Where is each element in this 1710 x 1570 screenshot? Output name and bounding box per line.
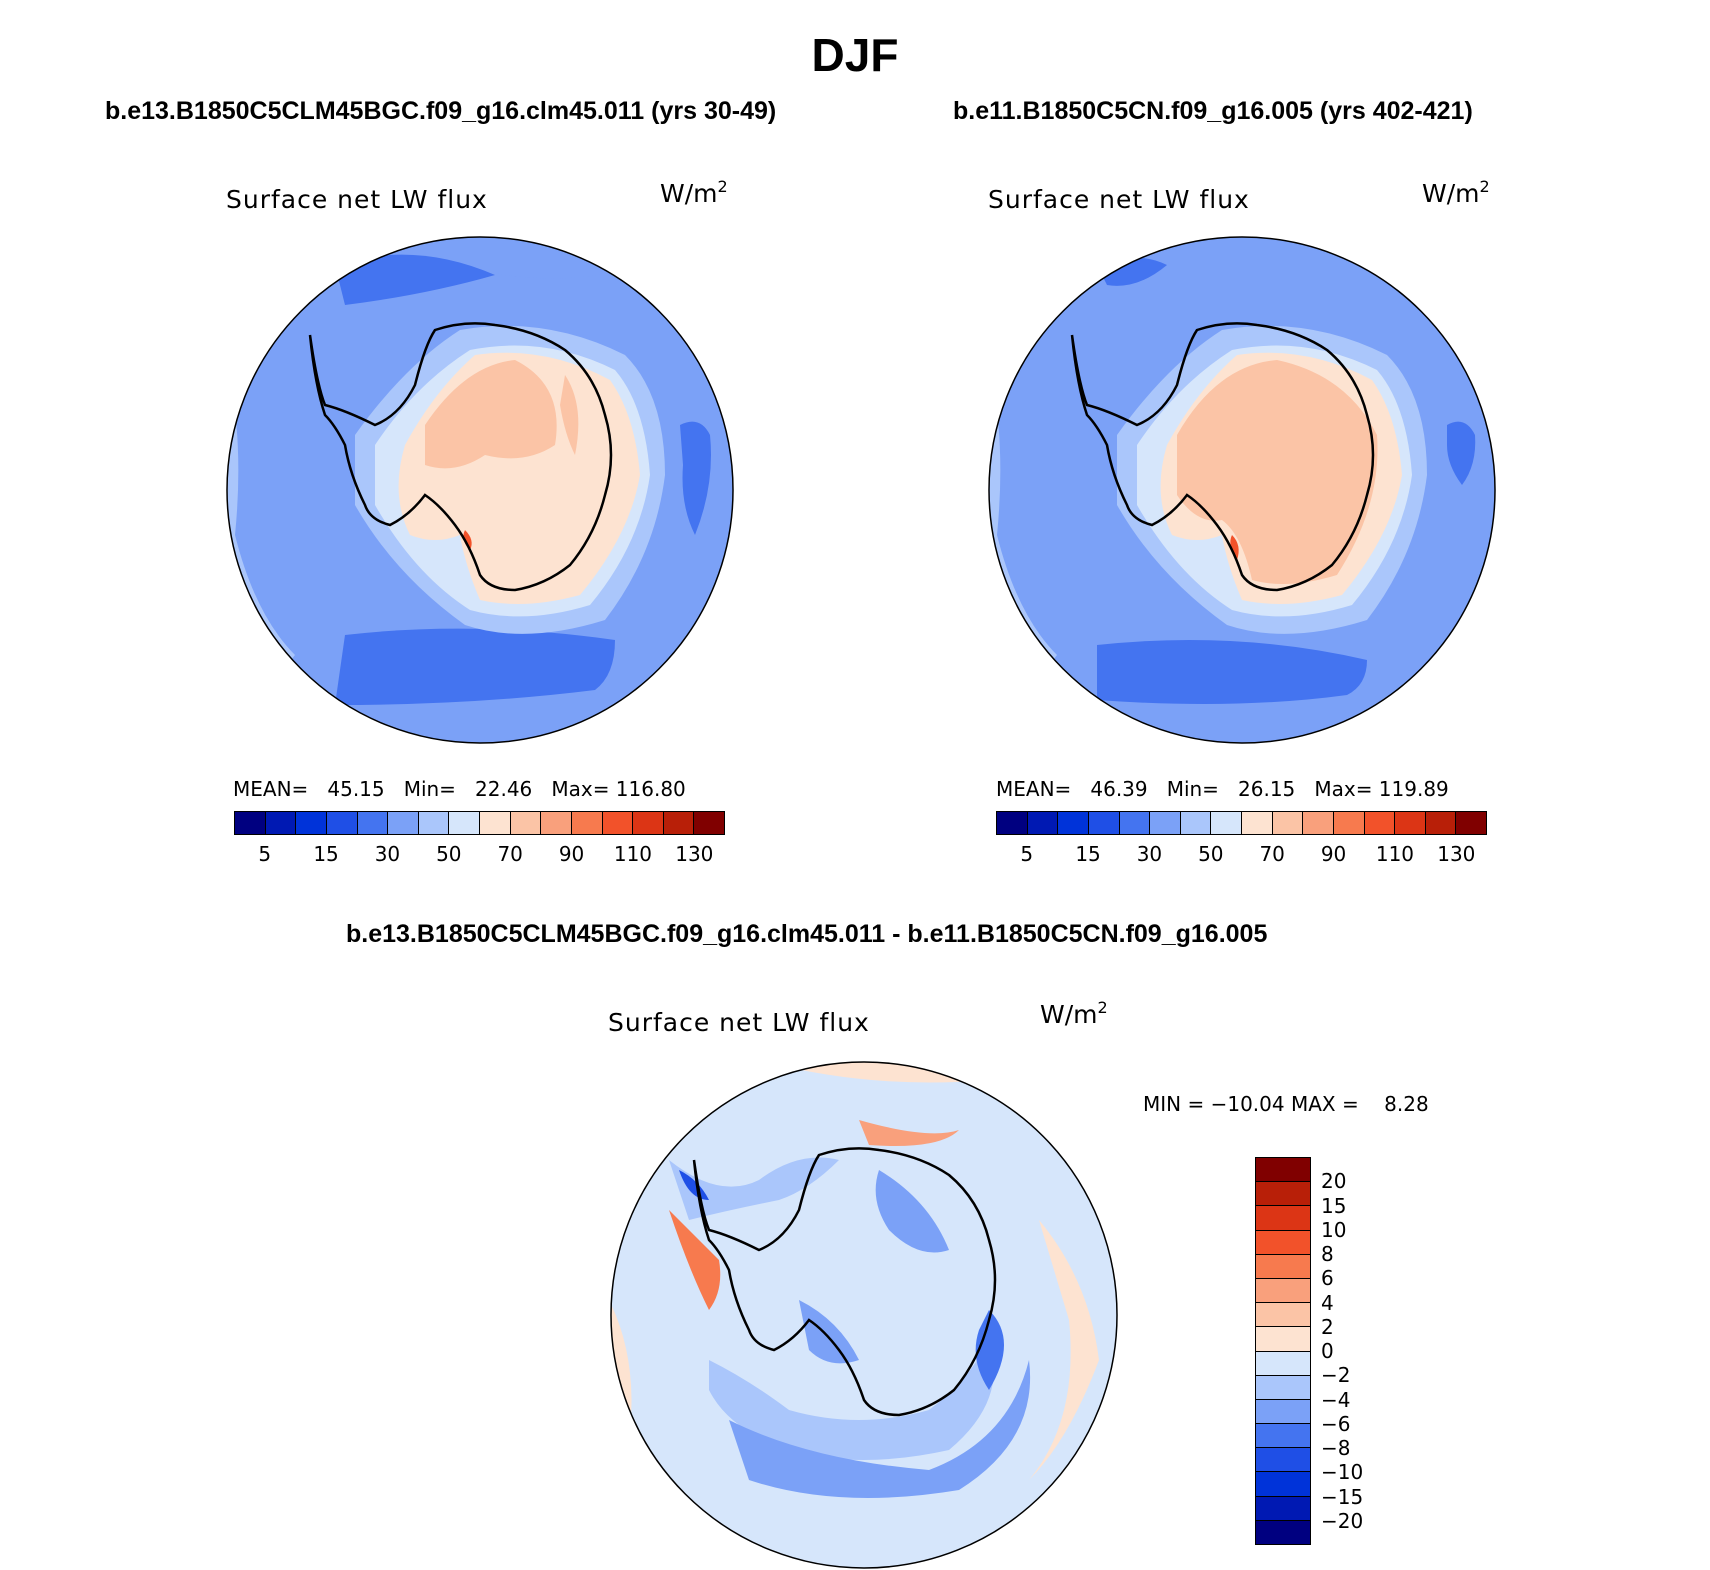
colorbar-tick-label: 0 — [1321, 1339, 1334, 1363]
colorbar-swatch — [1272, 812, 1304, 834]
colorbar-swatch — [1256, 1520, 1310, 1544]
diff-units: W/m2 — [1040, 998, 1108, 1029]
colorbar-tick-label: 110 — [613, 842, 653, 866]
colorbar-swatch — [1364, 812, 1396, 834]
colorbar-swatch — [1058, 812, 1089, 834]
colorbar-tick-label: 5 — [1020, 842, 1034, 866]
colorbar-swatch — [265, 812, 297, 834]
colorbar-swatch — [1256, 1399, 1310, 1425]
colorbar-tick-label: 110 — [1375, 842, 1415, 866]
colorbar-tick-label: 8 — [1321, 1242, 1334, 1266]
colorbar-swatch — [1256, 1448, 1310, 1473]
colorbar-swatch — [1456, 812, 1486, 834]
colorbar-swatch — [388, 812, 419, 834]
case1-map — [226, 236, 734, 744]
colorbar-swatch — [1256, 1182, 1310, 1207]
colorbar-swatch — [1256, 1206, 1310, 1231]
colorbar-swatch — [1180, 812, 1212, 834]
colorbar-tick-label: −4 — [1321, 1387, 1351, 1412]
colorbar-swatch — [1088, 812, 1120, 834]
colorbar-swatch — [357, 812, 389, 834]
colorbar-swatch — [1256, 1472, 1310, 1497]
colorbar-tick-label: −6 — [1321, 1411, 1351, 1436]
colorbar-tick-label: 70 — [497, 842, 523, 866]
colorbar-swatch — [326, 812, 358, 834]
colorbar-swatch — [510, 812, 542, 834]
case1-colorbar — [234, 811, 725, 835]
colorbar-tick-label: 130 — [1437, 842, 1476, 866]
colorbar-tick-label: −8 — [1321, 1436, 1351, 1460]
colorbar-tick-label: 6 — [1321, 1266, 1334, 1291]
colorbar-swatch — [1242, 812, 1273, 834]
colorbar-swatch — [997, 812, 1028, 834]
colorbar-swatch — [235, 812, 266, 834]
colorbar-tick-label: 50 — [1198, 842, 1224, 866]
colorbar-tick-label: 130 — [675, 842, 714, 866]
case1-title: b.e13.B1850C5CLM45BGC.f09_g16.clm45.011 … — [105, 97, 777, 125]
case2-map — [988, 236, 1496, 744]
figure-title: DJF — [811, 29, 899, 81]
diff-map — [610, 1061, 1118, 1569]
case2-plot-title: Surface net LW flux — [988, 185, 1250, 214]
case1-stats: MEAN= 45.15 Min= 22.46 Max= 116.80 — [233, 777, 686, 801]
colorbar-swatch — [1256, 1303, 1310, 1328]
colorbar-swatch — [449, 812, 480, 834]
colorbar-tick-label: −2 — [1321, 1363, 1351, 1388]
colorbar-swatch — [541, 812, 572, 834]
diff-colorbar — [1255, 1157, 1311, 1545]
colorbar-swatch — [1027, 812, 1059, 834]
colorbar-tick-label: 5 — [258, 842, 272, 866]
colorbar-tick-label: 90 — [1320, 842, 1347, 866]
colorbar-swatch — [1256, 1496, 1310, 1521]
diff-plot-title: Surface net LW flux — [608, 1008, 870, 1037]
colorbar-swatch — [296, 812, 327, 834]
colorbar-swatch — [1395, 812, 1426, 834]
case1-plot-title: Surface net LW flux — [226, 185, 488, 214]
colorbar-swatch — [1211, 812, 1242, 834]
colorbar-tick-label: 50 — [436, 842, 462, 866]
colorbar-swatch — [1256, 1158, 1310, 1183]
colorbar-tick-label: 2 — [1321, 1314, 1334, 1339]
colorbar-swatch — [1256, 1254, 1310, 1279]
colorbar-tick-label: 30 — [1136, 842, 1163, 866]
colorbar-swatch — [480, 812, 511, 834]
colorbar-tick-label: −15 — [1321, 1484, 1364, 1509]
colorbar-tick-label: 15 — [313, 842, 339, 866]
colorbar-tick-label: 15 — [1075, 842, 1101, 866]
colorbar-swatch — [1150, 812, 1181, 834]
colorbar-swatch — [663, 812, 695, 834]
diff-stats: MIN = −10.04 MAX = 8.28 — [1143, 1092, 1429, 1116]
colorbar-tick-label: −20 — [1321, 1508, 1364, 1533]
colorbar-swatch — [1256, 1424, 1310, 1449]
colorbar-tick-label: 30 — [374, 842, 401, 866]
colorbar-tick-label: 90 — [558, 842, 585, 866]
colorbar-swatch — [418, 812, 450, 834]
colorbar-tick-label: 10 — [1321, 1217, 1347, 1242]
case2-colorbar — [996, 811, 1487, 835]
case2-units: W/m2 — [1422, 177, 1490, 208]
colorbar-swatch — [694, 812, 724, 834]
colorbar-swatch — [1303, 812, 1334, 834]
diff-title: b.e13.B1850C5CLM45BGC.f09_g16.clm45.011 … — [346, 920, 1268, 948]
case2-title: b.e11.B1850C5CN.f09_g16.005 (yrs 402-421… — [953, 97, 1473, 125]
colorbar-swatch — [1256, 1278, 1310, 1304]
colorbar-tick-label: 20 — [1321, 1169, 1347, 1194]
colorbar-swatch — [571, 812, 603, 834]
colorbar-swatch — [602, 812, 634, 834]
colorbar-swatch — [1256, 1327, 1310, 1352]
case2-stats: MEAN= 46.39 Min= 26.15 Max= 119.89 — [996, 777, 1449, 801]
colorbar-swatch — [1425, 812, 1457, 834]
colorbar-swatch — [1256, 1230, 1310, 1255]
case1-units: W/m2 — [660, 177, 728, 208]
colorbar-tick-label: 15 — [1321, 1193, 1347, 1218]
colorbar-tick-label: 70 — [1259, 842, 1285, 866]
colorbar-swatch — [633, 812, 664, 834]
colorbar-tick-label: 4 — [1321, 1290, 1334, 1315]
colorbar-swatch — [1119, 812, 1151, 834]
colorbar-swatch — [1256, 1375, 1310, 1400]
colorbar-tick-label: −10 — [1321, 1460, 1364, 1485]
colorbar-swatch — [1256, 1351, 1310, 1376]
colorbar-swatch — [1333, 812, 1365, 834]
